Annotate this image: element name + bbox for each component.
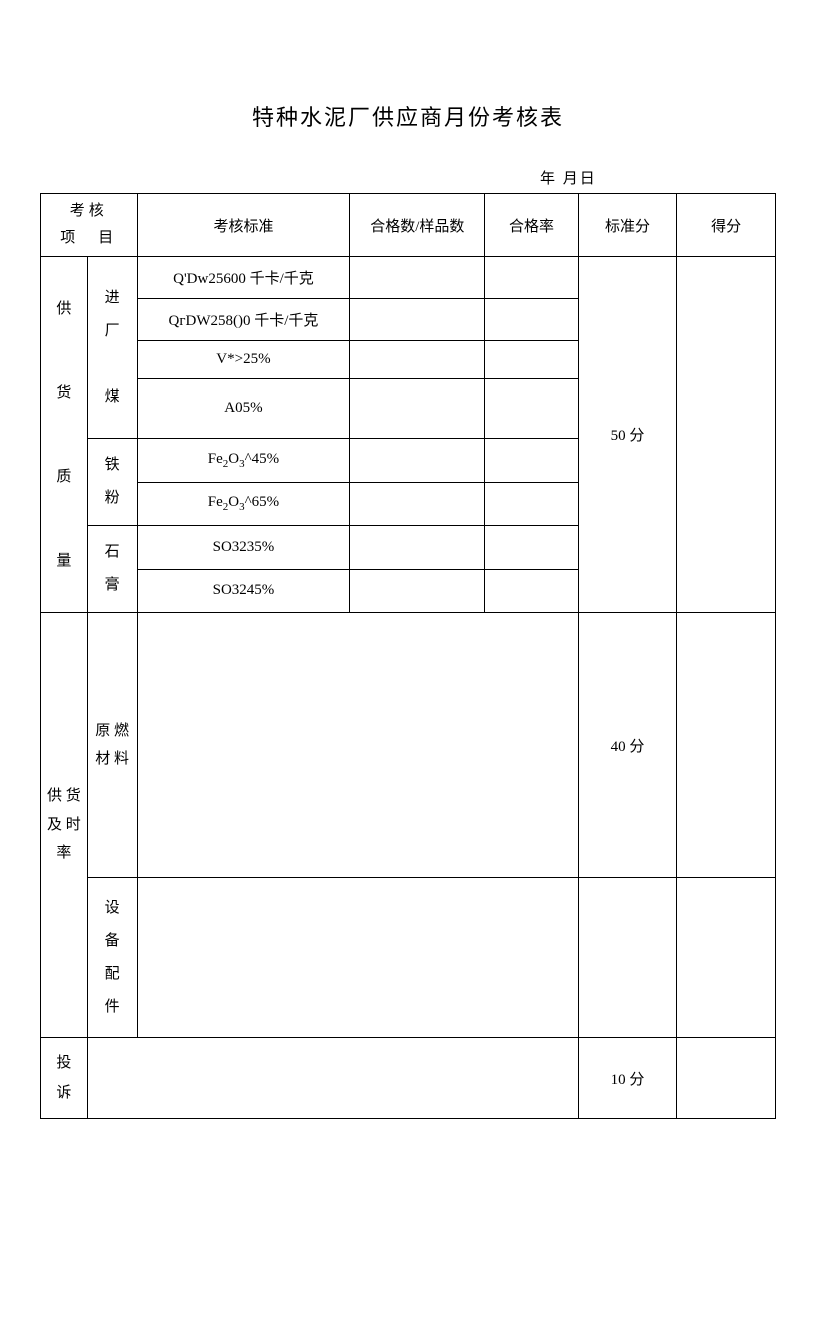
result-timeliness [677, 613, 776, 878]
header-rate: 合格率 [485, 194, 578, 257]
ratio-cell [350, 299, 485, 341]
result-equipment [677, 878, 776, 1038]
complaint-content [87, 1038, 578, 1119]
standard-cell: Fe2O3^45% [137, 439, 350, 483]
result-quality [677, 257, 776, 613]
header-standard: 考核标准 [137, 194, 350, 257]
page-title: 特种水泥厂供应商月份考核表 [40, 100, 776, 132]
ratio-cell [350, 482, 485, 526]
ratio-cell [350, 439, 485, 483]
rate-cell [485, 379, 578, 439]
rate-cell [485, 299, 578, 341]
rate-cell [485, 526, 578, 570]
header-category: 考核项 目 [41, 194, 138, 257]
score-complaint: 10 分 [578, 1038, 677, 1119]
standard-cell: Q'Dw25600 千卡/千克 [137, 257, 350, 299]
subcategory-iron: 铁粉 [87, 439, 137, 526]
category-complaint: 投诉 [41, 1038, 88, 1119]
timeliness-content [137, 613, 578, 878]
rate-cell [485, 439, 578, 483]
score-equipment [578, 878, 677, 1038]
standard-cell: QгDW258()0 千卡/千克 [137, 299, 350, 341]
standard-cell: A05% [137, 379, 350, 439]
header-result: 得分 [677, 194, 776, 257]
standard-cell: Fe2O3^65% [137, 482, 350, 526]
rate-cell [485, 341, 578, 379]
score-timeliness: 40 分 [578, 613, 677, 878]
rate-cell [485, 569, 578, 613]
result-complaint [677, 1038, 776, 1119]
standard-cell: SO3235% [137, 526, 350, 570]
subcategory-material: 原 燃材 料 [87, 613, 137, 878]
table-row: 供货质量 进厂煤 Q'Dw25600 千卡/千克 50 分 [41, 257, 776, 299]
standard-cell: V*>25% [137, 341, 350, 379]
header-std-score: 标准分 [578, 194, 677, 257]
ratio-cell [350, 379, 485, 439]
standard-cell: SO3245% [137, 569, 350, 613]
table-row: 投诉 10 分 [41, 1038, 776, 1119]
ratio-cell [350, 257, 485, 299]
assessment-table: 考核项 目 考核标准 合格数/样品数 合格率 标准分 得分 供货质量 进厂煤 Q… [40, 193, 776, 1119]
table-row: 供 货及 时率 原 燃材 料 40 分 [41, 613, 776, 878]
table-row: 设备配件 [41, 878, 776, 1038]
score-quality: 50 分 [578, 257, 677, 613]
equipment-content [137, 878, 578, 1038]
category-quality: 供货质量 [41, 257, 88, 613]
rate-cell [485, 482, 578, 526]
rate-cell [485, 257, 578, 299]
table-header-row: 考核项 目 考核标准 合格数/样品数 合格率 标准分 得分 [41, 194, 776, 257]
subcategory-coal: 进厂煤 [87, 257, 137, 439]
ratio-cell [350, 341, 485, 379]
category-timeliness: 供 货及 时率 [41, 613, 88, 1038]
date-label: 年 月日 [40, 167, 776, 188]
ratio-cell [350, 526, 485, 570]
subcategory-equipment: 设备配件 [87, 878, 137, 1038]
subcategory-gypsum: 石膏 [87, 526, 137, 613]
header-ratio: 合格数/样品数 [350, 194, 485, 257]
ratio-cell [350, 569, 485, 613]
